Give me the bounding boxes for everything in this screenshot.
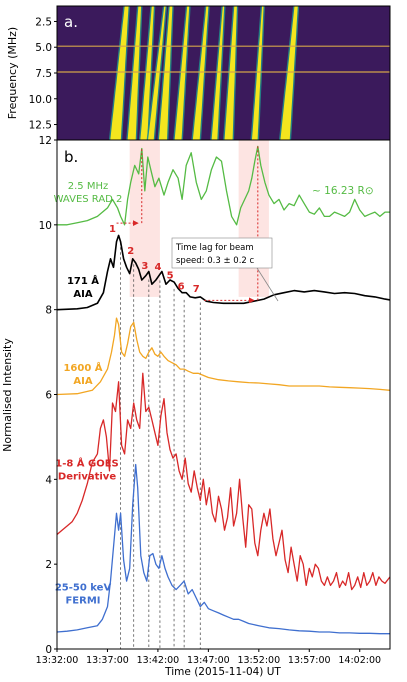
panel-a-y-tick-label: 5.0 — [35, 42, 52, 54]
annotation-line-2: speed: 0.3 ± 0.2 c — [176, 256, 255, 266]
shaded-range-1 — [129, 140, 160, 297]
peak-label-4: 4 — [154, 262, 161, 273]
panel-b-x-tick-label: 14:02:00 — [338, 655, 381, 666]
spectrum-bursts — [108, 6, 300, 140]
series-line-4 — [56, 372, 391, 591]
burst-core-9 — [224, 6, 237, 140]
panel-a-label: a. — [64, 13, 78, 31]
panel-b-y-tick-label: 6 — [45, 390, 52, 402]
panel-b-x-tick-label: 13:42:00 — [137, 655, 180, 666]
series-line-1 — [57, 145, 390, 226]
burst-core-8 — [211, 6, 225, 140]
panel-a-y-tick-label: 12.5 — [29, 120, 52, 132]
series-label-5-line-2: FERMI — [65, 595, 100, 606]
time-lag-arrows — [116, 146, 259, 304]
spectrum-horizontal-lines — [57, 45, 390, 73]
panel-b-x-tick-label: 13:52:00 — [237, 655, 280, 666]
series-label-1-line-2: WAVES RAD 2 — [54, 194, 123, 205]
panel-a-y-ticks: 2.5 5.0 7.5 10.0 12.5 — [29, 16, 57, 132]
panel-a-y-axis-label: Frequency (MHz) — [6, 27, 19, 119]
burst-core-6 — [174, 6, 190, 140]
panel-b-y-tick-label: 8 — [45, 305, 52, 317]
panel-b-y-tick-label: 2 — [45, 559, 52, 571]
burst-core-1 — [110, 6, 129, 140]
annotation-box: Time lag for beam speed: 0.3 ± 0.2 c — [171, 237, 279, 302]
burst-core-11 — [280, 6, 298, 140]
peak-label-6: 6 — [178, 282, 185, 293]
burst-core-2 — [127, 6, 142, 140]
series-label-3-line-2: AIA — [73, 376, 92, 387]
annotation-line-1: Time lag for beam — [175, 243, 254, 253]
peak-label-5: 5 — [167, 271, 174, 282]
series-line-3 — [56, 317, 391, 396]
panel-b-border — [56, 139, 391, 650]
panel-a-dynamic-spectrum: a. 2.5 5.0 7.5 10.0 12.5 Frequency (MHz) — [6, 5, 391, 141]
panel-b-x-axis-label: Time (2015-11-04) UT — [164, 666, 281, 678]
panel-b-y-tick-label: 10 — [39, 220, 52, 232]
series-label-2-line-1: 171 Å — [67, 274, 99, 287]
panel-b-label: b. — [64, 148, 78, 166]
panel-b-x-tick-label: 13:47:00 — [187, 655, 230, 666]
series-line-5 — [56, 463, 390, 635]
panel-b-x-tick-label: 13:57:00 — [288, 655, 331, 666]
peak-labels: 123 456 7 — [109, 224, 200, 295]
panel-b-y-ticks: 0 2 4 6 8 10 12 — [39, 135, 57, 656]
panel-a-y-tick-label: 7.5 — [35, 68, 52, 80]
series-line-2 — [56, 234, 391, 311]
panel-b-x-tick-label: 13:32:00 — [36, 655, 79, 666]
radial-distance-label: ~ 16.23 R⊙ — [312, 185, 374, 197]
burst-core-7 — [192, 6, 209, 140]
series-lines — [56, 145, 391, 635]
annotation-frame — [171, 237, 273, 269]
panel-b-x-ticks: 13:32:00 13:37:00 13:42:00 13:47:00 13:52:00… — [36, 649, 381, 666]
panel-b-y-axis-label: Normalised Intensity — [1, 338, 14, 452]
series-label-3-line-1: 1600 Å — [63, 361, 102, 374]
burst-core-5 — [158, 6, 173, 140]
panel-b-y-tick-label: 12 — [39, 135, 52, 147]
shaded-ranges — [129, 140, 269, 297]
series-label-1-line-1: 2.5 MHz — [68, 181, 108, 192]
peak-label-3: 3 — [141, 261, 148, 272]
series-label-2-line-2: AIA — [73, 289, 92, 300]
burst-core-4 — [148, 6, 166, 140]
dashed-time-markers — [120, 242, 201, 649]
series-labels: 2.5 MHz WAVES RAD 2 171 Å AIA 1600 Å AIA 1-8 Å… — [54, 181, 123, 607]
panel-a-y-tick-label: 10.0 — [29, 94, 52, 106]
series-label-4-line-2: Derivative — [58, 472, 116, 483]
peak-label-2: 2 — [127, 246, 134, 257]
panel-a-y-tick-label: 2.5 — [35, 16, 52, 28]
panel-b-y-tick-label: 4 — [45, 474, 52, 486]
series-label-4-line-1: 1-8 Å GOES — [55, 457, 119, 470]
peak-label-7: 7 — [193, 284, 200, 295]
annotation-pointer — [256, 267, 279, 302]
burst-core-10 — [251, 6, 264, 140]
peak-label-1: 1 — [109, 224, 116, 235]
panel-b-y-tick-label: 0 — [45, 644, 52, 656]
panel-b-x-tick-label: 13:37:00 — [86, 655, 129, 666]
plot-area — [57, 140, 390, 649]
series-label-5-line-1: 25-50 keV — [55, 582, 112, 593]
burst-core-3 — [140, 6, 154, 140]
